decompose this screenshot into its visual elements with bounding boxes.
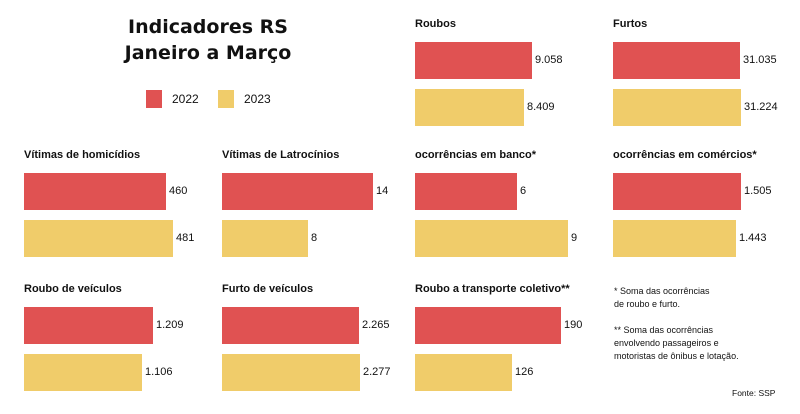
chart-title: ocorrências em banco* (415, 149, 537, 161)
title-line-1: Indicadores RS (128, 16, 288, 38)
data-label-2022: 9.058 (535, 54, 563, 66)
legend-swatch-2022 (146, 90, 162, 108)
bar-2022 (222, 173, 373, 210)
footnote-2: ** Soma das ocorrências envolvendo passa… (614, 324, 794, 363)
data-label-2022: 460 (169, 185, 188, 197)
legend-label-2023: 2023 (244, 92, 271, 106)
data-label-2023: 481 (176, 232, 195, 244)
legend-swatch-2023 (218, 90, 234, 108)
data-label-2023: 8.409 (527, 101, 555, 113)
bar-2022 (415, 42, 532, 79)
footnote-2-line-1: ** Soma das ocorrências (614, 325, 714, 335)
bar-2022 (415, 307, 561, 344)
footnote-1-line-2: de roubo e furto. (614, 299, 681, 309)
data-label-2023: 9 (571, 232, 578, 244)
source-note: Fonte: SSP (732, 388, 776, 398)
data-label-2022: 14 (376, 185, 389, 197)
page-title: Indicadores RS Janeiro a Março (118, 14, 298, 66)
bar-2023 (24, 354, 142, 391)
data-label-2023: 8 (311, 232, 318, 244)
chart-title: Vítimas de homicídios (24, 149, 141, 161)
bar-2022 (613, 42, 740, 79)
bar-2023 (415, 89, 524, 126)
bar-2022 (415, 173, 517, 210)
chart-title: Furtos (613, 18, 648, 30)
chart-title: Roubos (415, 18, 456, 30)
data-label-2022: 1.505 (744, 185, 772, 197)
data-label-2023: 1.106 (145, 366, 173, 378)
data-label-2022: 190 (564, 319, 583, 331)
footnote-2-line-2: envolvendo passageiros e (614, 338, 719, 348)
data-label-2023: 31.224 (744, 101, 778, 113)
footnote-1-line-1: * Soma das ocorrências (614, 286, 710, 296)
legend-item-2023: 2023 (218, 88, 271, 110)
bar-2022 (24, 173, 166, 210)
data-label-2023: 1.443 (739, 232, 767, 244)
bar-2023 (222, 220, 308, 257)
chart-title: ocorrências em comércios* (613, 149, 757, 161)
data-label-2023: 2.277 (363, 366, 391, 378)
bar-2023 (24, 220, 173, 257)
bar-2022 (24, 307, 153, 344)
chart-title: Roubo de veículos (24, 283, 122, 295)
chart-title: Roubo a transporte coletivo** (415, 283, 570, 295)
bar-2023 (613, 220, 736, 257)
data-label-2023: 126 (515, 366, 534, 378)
bar-2023 (415, 354, 512, 391)
footnote-1: * Soma das ocorrências de roubo e furto. (614, 285, 794, 311)
data-label-2022: 1.209 (156, 319, 184, 331)
chart-title: Furto de veículos (222, 283, 314, 295)
footnote-2-line-3: motoristas de ônibus e lotação. (614, 351, 739, 361)
chart-title: Vítimas de Latrocínios (222, 149, 340, 161)
title-line-2: Janeiro a Março (124, 42, 292, 64)
data-label-2022: 31.035 (743, 54, 777, 66)
data-label-2022: 2.265 (362, 319, 390, 331)
legend-label-2022: 2022 (172, 92, 199, 106)
bar-2022 (613, 173, 741, 210)
bar-2023 (222, 354, 360, 391)
legend-item-2022: 2022 (146, 88, 199, 110)
bar-2023 (613, 89, 741, 126)
data-label-2022: 6 (520, 185, 527, 197)
bar-2022 (222, 307, 359, 344)
bar-2023 (415, 220, 568, 257)
